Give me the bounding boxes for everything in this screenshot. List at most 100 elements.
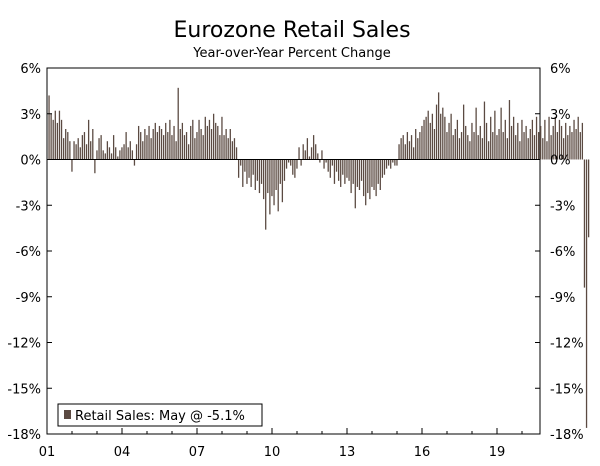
bar [452,135,454,160]
bar [173,125,175,160]
bar [527,138,529,160]
bar [458,138,461,160]
bar [310,147,313,160]
bar [131,150,134,160]
bar [431,113,434,160]
bar [471,122,473,160]
bar [104,153,106,160]
bar [119,150,121,160]
bar [106,141,109,160]
bar [85,144,88,160]
bar [577,116,579,160]
bar [473,132,475,160]
bar [123,144,125,160]
bar [285,159,288,169]
bar [302,144,304,160]
bar [187,144,190,160]
bar [335,159,338,172]
bar [206,125,209,160]
bar [508,100,511,160]
bar [360,159,363,181]
bar [179,129,181,160]
bar [260,159,263,184]
bar [312,135,315,160]
bar [569,125,571,160]
bar [450,113,452,160]
bar [144,129,146,160]
bar [506,138,509,160]
bar [177,87,179,160]
bar [140,132,142,160]
bar [344,159,346,184]
bar [202,135,204,160]
bar [500,107,502,160]
bar [444,116,446,160]
bar [417,138,419,160]
bar [183,135,186,160]
bar [146,135,148,160]
bar [171,135,173,160]
bar [217,125,219,160]
bar [521,119,523,160]
y-tick-label-right: -6% [550,245,575,260]
y-tick-label-left: -18% [7,428,41,443]
bar [60,119,63,160]
bar [117,156,119,160]
chart-subtitle: Year-over-Year Percent Change [192,46,390,61]
bar [587,159,590,238]
bar [425,116,427,160]
bar [487,141,490,160]
y-tick-label-right: -3% [550,199,575,214]
bar [185,132,188,160]
bar [252,159,254,175]
bar [98,138,100,160]
bar [400,138,402,160]
x-tick-label: 04 [114,445,131,460]
bar [317,153,319,160]
bar [198,119,200,160]
bar [583,159,586,288]
bar [427,110,429,160]
bar [421,125,423,160]
bar [292,159,294,175]
y-tick-label-left: -9% [16,291,41,306]
bar [415,129,417,160]
bar [475,107,477,160]
bar [262,159,265,200]
bar [517,122,519,160]
bar [342,159,344,175]
bar [244,159,246,172]
bar [556,132,559,160]
y-tick-label-right: -18% [550,428,584,443]
bar [129,141,131,160]
bar [585,159,588,428]
bar [229,129,231,160]
bar [181,122,184,160]
bar [540,125,542,160]
bar [300,159,302,166]
bar [435,104,438,160]
y-tick-label-right: 3% [550,108,571,123]
bar [523,132,525,160]
y-tick-label-left: 0% [20,154,41,169]
bar [67,132,69,160]
bar [581,122,584,160]
bar [167,132,169,160]
bar [196,132,198,160]
bar [529,129,531,160]
bar [337,159,340,181]
bar [348,159,350,181]
bar [321,150,323,160]
bar [358,159,361,190]
bar [108,147,111,160]
bar [481,138,484,160]
bar [112,135,115,160]
bar [94,159,96,174]
bar [221,116,223,160]
bar [125,132,127,160]
bar [308,156,311,160]
bar [460,132,463,160]
bar [552,125,554,160]
bar [75,144,77,160]
